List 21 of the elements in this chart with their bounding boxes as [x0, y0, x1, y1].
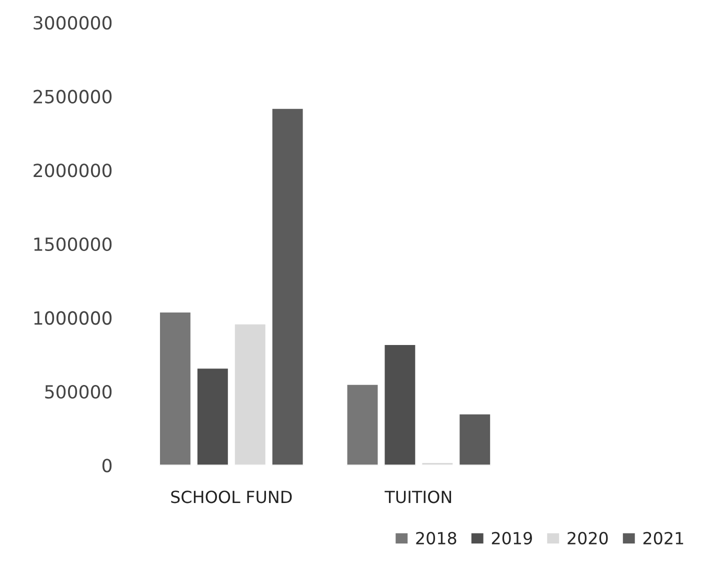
y-tick-label: 2000000 — [34, 164, 112, 178]
bar — [234, 322, 267, 466]
legend-label: 2021 — [643, 532, 684, 544]
bar — [346, 383, 380, 466]
y-tick-label: 1000000 — [34, 311, 112, 325]
legend-label: 2018 — [416, 532, 456, 544]
y-tick-label: 500000 — [45, 384, 112, 399]
bar — [196, 367, 230, 466]
bar — [383, 344, 417, 466]
x-tick-label: TUITION — [384, 490, 452, 504]
y-tick-label: 0 — [102, 458, 112, 472]
bar — [420, 462, 454, 466]
y-tick-label: 3000000 — [34, 16, 112, 30]
bar — [158, 311, 192, 466]
x-tick-label: SCHOOL FUND — [171, 490, 292, 504]
bar — [270, 107, 304, 466]
y-tick-label: 1500000 — [34, 237, 112, 252]
legend-label: 2019 — [492, 532, 532, 544]
legend-label: 2020 — [568, 532, 608, 544]
bar — [458, 412, 492, 466]
y-tick-label: 2500000 — [34, 90, 112, 104]
